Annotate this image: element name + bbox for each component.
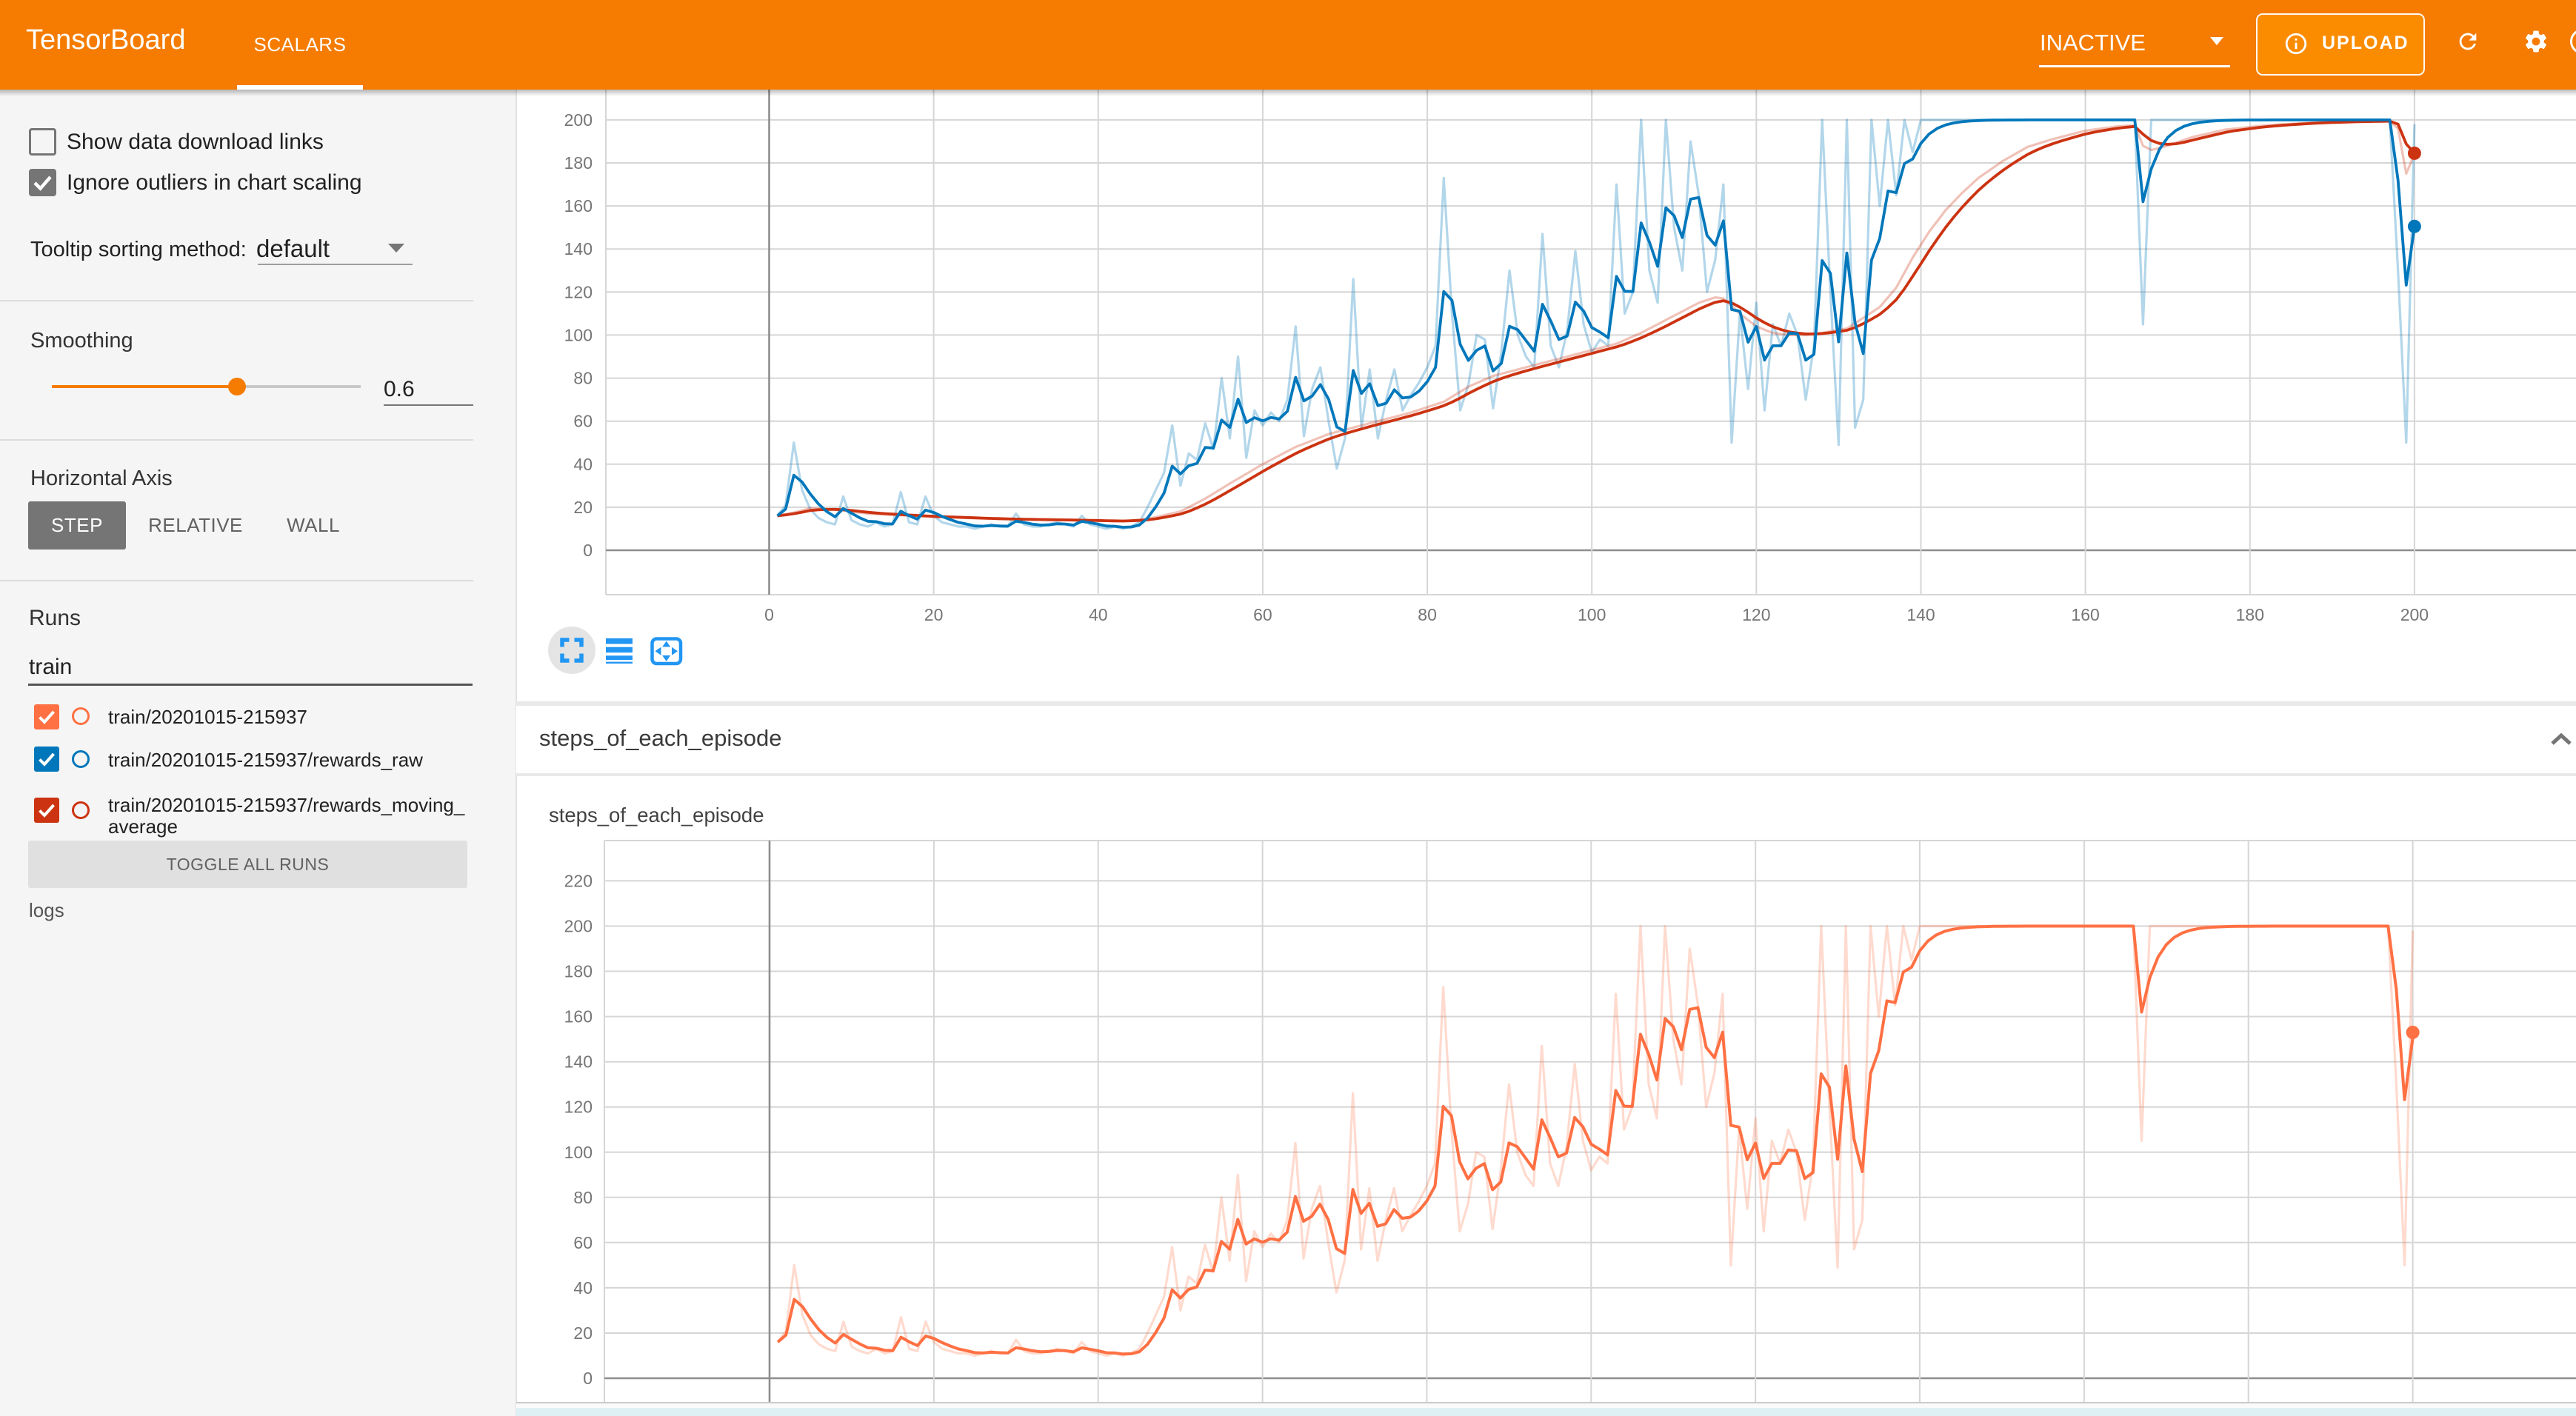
svg-text:60: 60 xyxy=(1253,605,1272,624)
svg-text:180: 180 xyxy=(2236,605,2264,624)
svg-text:180: 180 xyxy=(564,153,593,173)
svg-text:40: 40 xyxy=(573,1278,593,1298)
svg-text:40: 40 xyxy=(1089,605,1108,624)
svg-text:140: 140 xyxy=(564,239,593,258)
svg-text:100: 100 xyxy=(564,1143,593,1162)
svg-text:20: 20 xyxy=(573,498,593,517)
svg-text:100: 100 xyxy=(564,325,593,344)
svg-text:120: 120 xyxy=(564,282,593,301)
svg-text:160: 160 xyxy=(2071,605,2099,624)
svg-text:60: 60 xyxy=(573,1233,593,1252)
svg-text:0: 0 xyxy=(583,1369,593,1388)
svg-text:140: 140 xyxy=(1906,605,1935,624)
svg-text:20: 20 xyxy=(573,1323,593,1343)
svg-text:160: 160 xyxy=(564,1007,593,1026)
svg-text:120: 120 xyxy=(564,1098,593,1117)
svg-text:0: 0 xyxy=(764,605,774,624)
svg-text:200: 200 xyxy=(564,110,593,130)
svg-text:40: 40 xyxy=(573,455,593,474)
svg-text:80: 80 xyxy=(573,1188,593,1207)
svg-text:100: 100 xyxy=(1578,605,1606,624)
svg-text:160: 160 xyxy=(564,196,593,216)
svg-text:80: 80 xyxy=(1418,605,1437,624)
svg-text:200: 200 xyxy=(2400,605,2429,624)
svg-text:20: 20 xyxy=(924,605,944,624)
svg-text:120: 120 xyxy=(1742,605,1770,624)
svg-text:140: 140 xyxy=(564,1052,593,1072)
svg-text:220: 220 xyxy=(564,871,593,890)
svg-text:0: 0 xyxy=(583,541,593,560)
svg-text:80: 80 xyxy=(573,369,593,388)
svg-text:200: 200 xyxy=(564,917,593,936)
svg-text:60: 60 xyxy=(573,412,593,431)
svg-text:180: 180 xyxy=(564,962,593,981)
